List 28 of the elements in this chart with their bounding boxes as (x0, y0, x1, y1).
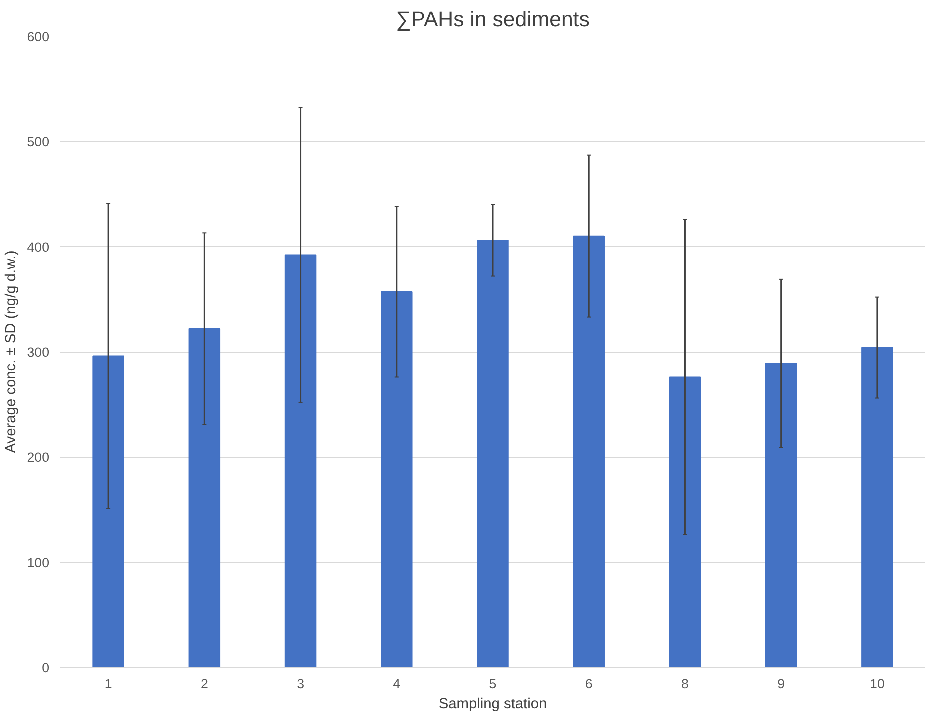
bar (381, 292, 413, 668)
x-tick-label: 5 (489, 676, 497, 692)
bar (284, 254, 317, 668)
y-tick-label: 300 (27, 345, 50, 360)
x-axis-title: Sampling station (438, 696, 548, 712)
bar (765, 363, 798, 668)
x-tick-label: 2 (200, 676, 208, 692)
y-tick-label: 400 (27, 240, 50, 255)
y-tick-label: 100 (27, 555, 50, 570)
x-tick-label: 6 (585, 676, 593, 692)
x-tick-label: 3 (297, 676, 304, 692)
bar (862, 347, 894, 668)
y-axis-title: Average conc. ± SD (ng/g d.w.) (3, 250, 20, 454)
bar (188, 328, 221, 668)
x-tick-label: 9 (778, 676, 786, 692)
x-tick-label: 8 (682, 676, 689, 692)
x-tick-label: 4 (393, 676, 402, 692)
chart-title: ∑PAHs in sediments (396, 8, 590, 32)
bar (573, 236, 605, 668)
bar (92, 356, 124, 668)
y-tick-label: 600 (27, 30, 50, 44)
y-tick-label: 0 (42, 660, 50, 676)
x-tick-label: 10 (870, 676, 885, 692)
bar (477, 240, 509, 668)
x-tick-label: 1 (104, 676, 112, 692)
y-tick-label: 200 (27, 450, 50, 466)
bar (669, 376, 702, 668)
y-tick-label: 500 (27, 134, 50, 150)
